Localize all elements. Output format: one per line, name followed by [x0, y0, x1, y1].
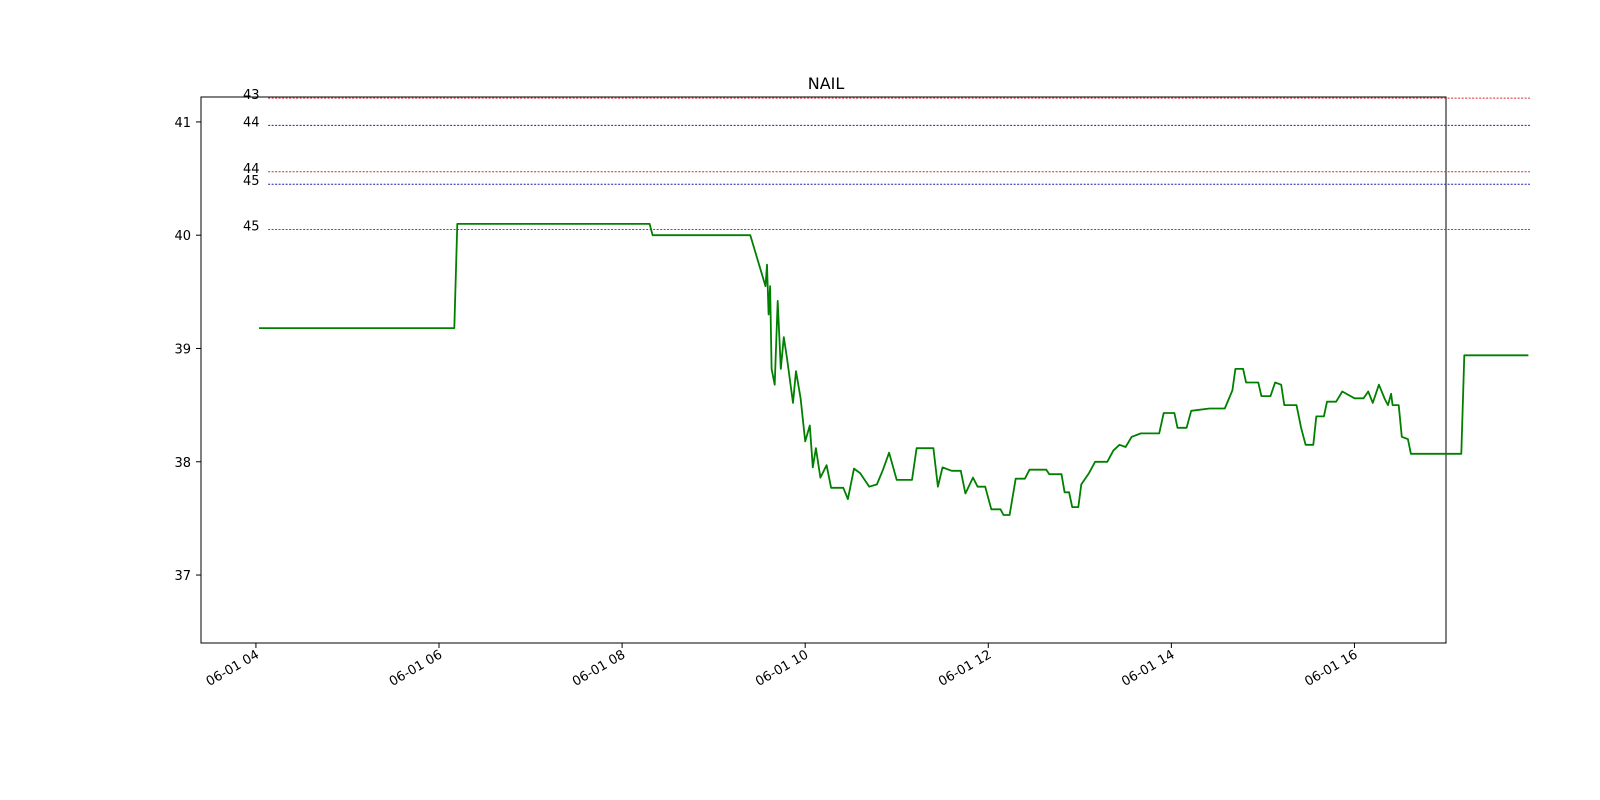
x-tick-label: 06-01 12 — [936, 647, 994, 689]
y-tick-label: 38 — [174, 456, 191, 471]
series-line — [259, 222, 1529, 516]
level-label: 44 — [243, 115, 260, 130]
x-tick-label: 06-01 08 — [570, 647, 628, 689]
x-tick-label: 06-01 14 — [1119, 647, 1177, 689]
chart-title: NAIL — [808, 74, 845, 93]
level-label: 45 — [243, 174, 260, 189]
y-axis: 37 38 39 40 41 — [174, 116, 201, 584]
x-tick-label: 06-01 04 — [204, 647, 262, 689]
x-tick-label: 06-01 06 — [387, 647, 445, 689]
x-tick-label: 06-01 16 — [1302, 647, 1360, 689]
level-label: 44 — [243, 162, 260, 177]
level-label: 45 — [243, 220, 260, 235]
y-tick-label: 41 — [174, 116, 191, 131]
y-tick-label: 37 — [174, 569, 191, 584]
plot-frame — [200, 96, 1447, 644]
level-label: 43 — [243, 88, 260, 103]
x-tick-label: 06-01 10 — [753, 647, 811, 689]
y-tick-label: 40 — [174, 229, 191, 244]
y-tick-label: 39 — [174, 342, 191, 357]
x-axis: 06-01 04 06-01 06 06-01 08 06-01 10 06-01 12… — [204, 643, 1360, 690]
